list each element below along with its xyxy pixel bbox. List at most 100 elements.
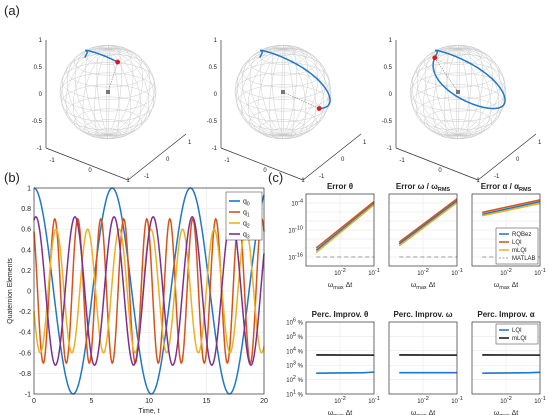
subplot-y-tick: 10-16​ <box>288 253 303 262</box>
sphere-z-tick: 0.5 <box>34 65 43 71</box>
subplot-x-label: ωmax​ Δt <box>494 282 518 291</box>
quat-x-tick: 20 <box>260 398 268 405</box>
sphere-plot-1: -1 -0.5 0 0.5 1 -1 0 1 -1 0 1 <box>32 38 192 184</box>
quat-legend-label: q1 <box>243 210 250 219</box>
panel-a-spheres: -1-0.500.51-101-101-1-0.500.51-101-101-1… <box>32 38 542 184</box>
sphere-y-tick: 0 <box>516 157 520 163</box>
subplot-x-tick: 10-1​ <box>534 396 546 405</box>
subplot-title: Perc. Improv. ω <box>393 310 452 319</box>
sphere-y-tick: -1 <box>494 174 500 180</box>
quat-y-tick: -0.4 <box>19 330 31 337</box>
panel-c-error-charts: Error θ 10-2​ 10-1​ ωmax​ Δt 10-4​ 10-10​ 10-1… <box>286 182 546 415</box>
quat-x-tick: 10 <box>145 398 153 405</box>
quat-y-tick: -1 <box>25 392 31 399</box>
sphere-y-axis <box>302 133 362 181</box>
sphere-longitude <box>456 44 460 140</box>
sphere-y-tick: 0 <box>341 157 345 163</box>
sphere-y-tick: 1 <box>363 140 367 146</box>
sphere-z-tick: 1 <box>214 38 218 44</box>
subplot-x-label: ωmax​ Δt <box>411 282 435 291</box>
subplot-y-tick: 10-4​ <box>291 199 303 208</box>
subplot-x-tick: 10-2​ <box>500 268 512 277</box>
subplot-axes-box <box>388 321 458 395</box>
quat-series-line-3 <box>33 216 265 366</box>
subplot-title: Perc. Improv. α <box>477 310 534 319</box>
panel-label-b: (b) <box>4 170 20 185</box>
sphere-x-tick: 1 <box>126 178 130 184</box>
quat-y-tick: 0.8 <box>21 206 31 213</box>
quat-legend <box>225 191 263 241</box>
panel-label-a: (a) <box>4 3 20 18</box>
quat-x-label: Time, t <box>138 408 159 415</box>
sphere-x-axis <box>395 147 479 181</box>
subplot-title: Error α / αRMS​ <box>481 182 532 193</box>
sphere-x-tick: 1 <box>476 178 480 184</box>
sphere-z-tick: 1 <box>389 38 393 44</box>
sphere-z-tick: -0.5 <box>32 119 43 125</box>
subplot-y-tick: 104​ % <box>286 346 303 355</box>
sphere-x-tick: -1 <box>224 158 230 164</box>
subplot-error_omega: Error ω / ωRMS​ 10-2​ 10-1​ ωmax​ Δt <box>388 182 463 291</box>
quat-y-tick: -0.8 <box>19 371 31 378</box>
subplot-series-0 <box>316 371 375 374</box>
subplot-x-tick: 10-2​ <box>417 268 429 277</box>
sphere-z-tick: -1 <box>387 146 393 152</box>
subplot-x-tick: 10-1​ <box>451 268 463 277</box>
sphere-x-axis <box>220 147 304 181</box>
subplot-series-1 <box>482 199 541 214</box>
subplot-x-tick: 10-1​ <box>534 268 546 277</box>
quat-x-tick: 0 <box>32 398 36 405</box>
subplot-error_theta: Error θ 10-2​ 10-1​ ωmax​ Δt 10-4​ 10-10​ 10-1… <box>288 182 379 291</box>
subplot-axes-box <box>305 321 375 395</box>
sphere-x-tick: 0 <box>88 168 92 174</box>
sphere-trajectory <box>259 49 331 110</box>
sphere-plot-2: -1 -0.5 0 0.5 1 -1 0 1 -1 0 1 <box>207 38 367 184</box>
subplot-x-tick: 10-1​ <box>451 396 463 405</box>
quat-y-tick: 0.4 <box>21 247 31 254</box>
quat-legend-label: q0 <box>243 199 250 208</box>
subplot-series-0 <box>315 202 375 251</box>
subplot-series-2 <box>482 202 541 217</box>
subplot-x-tick: 10-1​ <box>368 268 380 277</box>
sphere-longitude <box>240 47 326 137</box>
subplot-improv_theta: Perc. Improv. θ 10-2​ 10-1​ ωmax​ Δt 106​ % 1… <box>286 310 380 415</box>
subplot-legend-label: LQI <box>512 240 522 246</box>
sphere-z-tick: -0.5 <box>207 119 218 125</box>
sphere-latitude <box>416 96 500 131</box>
subplot-legend-label: mLQI <box>512 248 527 254</box>
subplot-title: Error θ <box>327 182 353 191</box>
sphere-trajectory <box>84 49 119 63</box>
sphere-longitude <box>257 45 309 139</box>
sphere-longitude <box>61 48 155 136</box>
sphere-z-tick: 0.5 <box>209 65 218 71</box>
subplot-series-2 <box>315 204 375 254</box>
subplot-series-2 <box>398 202 458 247</box>
panel-b-quaternion-chart: -1-0.8-0.6-0.4-0.200.20.40.60.810 5 10 15 20… <box>7 186 268 415</box>
sphere-vector <box>434 57 459 93</box>
quat-legend-label: q3 <box>243 232 250 241</box>
subplot-series-0 <box>398 200 458 245</box>
sphere-longitude <box>234 48 332 136</box>
sphere-z-tick: 0 <box>39 92 43 98</box>
quat-legend-label: q2 <box>243 221 250 230</box>
sphere-latitude <box>241 96 325 131</box>
sphere-longitude <box>271 45 295 139</box>
sphere-center-marker <box>281 90 285 94</box>
subplot-x-label: ωmax​ Δt <box>411 410 435 415</box>
subplot-x-label: ωmax​ Δt <box>494 410 518 415</box>
sphere-z-tick: -0.5 <box>382 119 393 125</box>
sphere-y-tick: 1 <box>538 140 542 146</box>
subplot-axes-box <box>471 321 541 395</box>
quat-x-tick: 15 <box>203 398 211 405</box>
quat-y-tick: 0.6 <box>21 227 31 234</box>
subplot-x-label: ωmax​ Δt <box>328 410 352 415</box>
quat-axes-box <box>33 187 265 395</box>
quat-y-label: Quaternion Elements <box>7 258 14 324</box>
sphere-longitude <box>94 45 122 139</box>
sphere-longitude <box>65 47 151 137</box>
subplot-axes-box <box>471 193 541 267</box>
sphere-x-tick: -1 <box>49 158 55 164</box>
subplot-x-tick: 10-1​ <box>368 396 380 405</box>
subplot-y-tick: 105​ % <box>286 332 303 341</box>
sphere-x-tick: -1 <box>399 158 405 164</box>
